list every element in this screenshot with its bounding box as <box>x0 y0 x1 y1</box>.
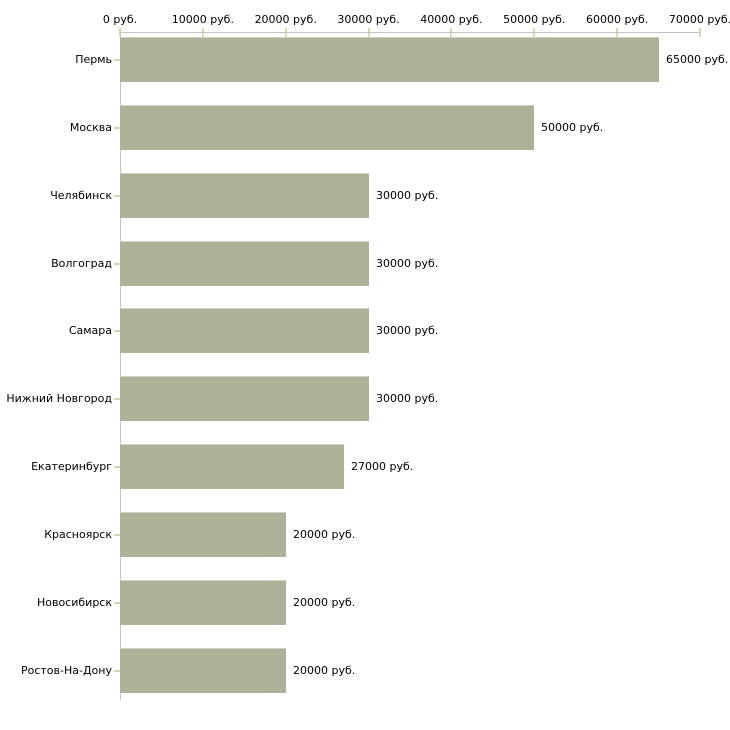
value-label: 50000 руб. <box>541 121 604 134</box>
value-label: 20000 руб. <box>293 664 356 677</box>
category-label: Москва <box>69 121 112 134</box>
value-label: 30000 руб. <box>376 189 439 202</box>
bar <box>120 512 286 557</box>
category-label: Нижний Новгород <box>6 392 112 405</box>
y-axis-tick <box>114 263 120 265</box>
x-axis-tick-label: 10000 руб. <box>171 13 234 26</box>
y-axis-tick <box>114 195 120 197</box>
x-axis-line <box>120 32 701 33</box>
y-axis-tick <box>114 330 120 332</box>
y-axis-tick <box>114 534 120 536</box>
y-axis-tick <box>114 127 120 129</box>
value-label: 27000 руб. <box>351 460 414 473</box>
bar <box>120 648 286 693</box>
x-axis-tick-label: 40000 руб. <box>420 13 483 26</box>
category-label: Красноярск <box>44 528 112 541</box>
x-axis-tick-label: 70000 руб. <box>668 13 730 26</box>
x-axis-tick-label: 50000 руб. <box>503 13 566 26</box>
y-axis-line <box>120 32 121 700</box>
y-axis-tick <box>114 670 120 672</box>
category-label: Новосибирск <box>36 596 112 609</box>
bar-row: Красноярск 20000 руб. <box>0 512 730 557</box>
value-label: 30000 руб. <box>376 392 439 405</box>
bar-row: Самара 30000 руб. <box>0 308 730 353</box>
value-label: 65000 руб. <box>666 53 729 66</box>
category-label: Екатеринбург <box>31 460 112 473</box>
y-axis-tick <box>114 398 120 400</box>
bar-row: Волгоград 30000 руб. <box>0 241 730 286</box>
bar-row: Новосибирск 20000 руб. <box>0 580 730 625</box>
bar-row: Пермь 65000 руб. <box>0 37 730 82</box>
bar-row: Нижний Новгород 30000 руб. <box>0 376 730 421</box>
bar <box>120 173 369 218</box>
bar <box>120 308 369 353</box>
bar-row: Москва 50000 руб. <box>0 105 730 150</box>
bar <box>120 580 286 625</box>
y-axis-tick <box>114 59 120 61</box>
category-label: Ростов-На-Дону <box>20 664 112 677</box>
x-axis-tick-label: 30000 руб. <box>337 13 400 26</box>
x-axis-tick-label: 60000 руб. <box>586 13 649 26</box>
y-axis-tick <box>114 602 120 604</box>
x-axis-tick-label: 20000 руб. <box>254 13 317 26</box>
category-label: Челябинск <box>50 189 112 202</box>
bar-row: Челябинск 30000 руб. <box>0 173 730 218</box>
category-label: Волгоград <box>51 257 112 270</box>
bar <box>120 241 369 286</box>
bar-row: Ростов-На-Дону 20000 руб. <box>0 648 730 693</box>
bar <box>120 37 659 82</box>
bar <box>120 444 344 489</box>
category-label: Пермь <box>75 53 112 66</box>
bar-row: Екатеринбург 27000 руб. <box>0 444 730 489</box>
category-label: Самара <box>68 324 112 337</box>
value-label: 20000 руб. <box>293 528 356 541</box>
bar <box>120 105 535 150</box>
value-label: 20000 руб. <box>293 596 356 609</box>
value-label: 30000 руб. <box>376 257 439 270</box>
x-axis-tick-label: 0 руб. <box>102 13 138 26</box>
y-axis-tick <box>114 466 120 468</box>
value-label: 30000 руб. <box>376 324 439 337</box>
bar <box>120 376 369 421</box>
